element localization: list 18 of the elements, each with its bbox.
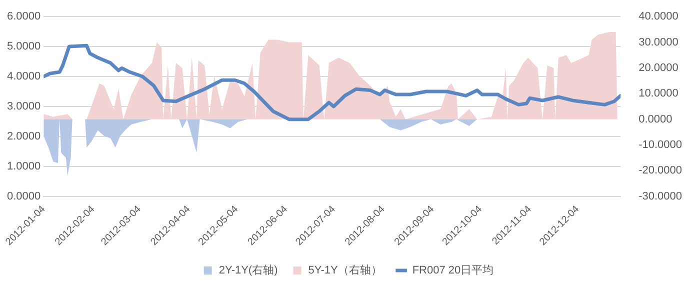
legend-label: 5Y-1Y（右轴） (308, 264, 382, 277)
y2-tick-label: 30.0000 (638, 36, 678, 48)
y2-tick-label: -10.0000 (638, 139, 682, 152)
legend-label: FR007 20日平均 (412, 264, 494, 277)
y2-tick-label: -30.0000 (638, 190, 682, 202)
y2-tick-label: 0.0000 (638, 113, 672, 126)
y-tick-label: 3.0000 (6, 100, 41, 113)
y-tick-label: 5.0000 (6, 40, 41, 53)
y2-tick-label: 20.0000 (638, 62, 678, 74)
legend-label: 2Y-1Y(右轴) (218, 264, 278, 277)
y-tick-label: 0.0000 (6, 190, 41, 202)
y-tick-label: 6.0000 (6, 10, 41, 23)
y2-tick-label: 40.0000 (638, 10, 678, 23)
y-tick-label: 2.0000 (6, 130, 41, 142)
y2-tick-label: 10.0000 (638, 88, 678, 100)
y-tick-label: 4.0000 (6, 70, 41, 83)
y2-tick-label: -20.0000 (638, 164, 682, 177)
y-tick-label: 1.0000 (6, 160, 41, 172)
